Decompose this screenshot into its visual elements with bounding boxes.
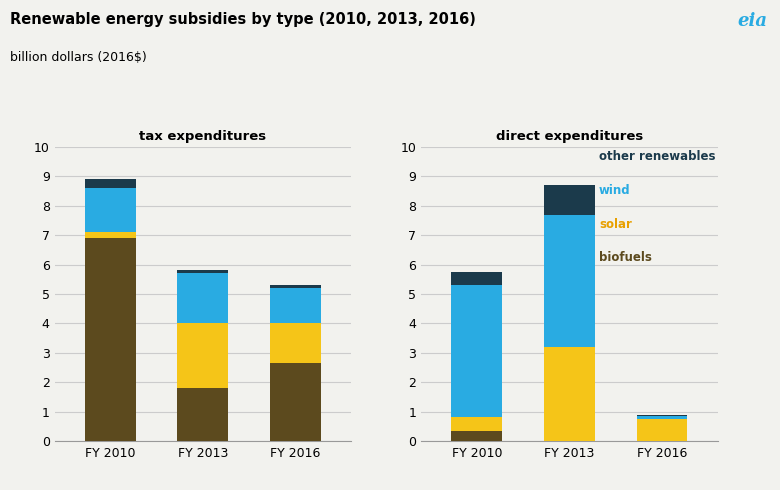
Bar: [177, 270, 229, 273]
Text: billion dollars (2016$): billion dollars (2016$): [10, 51, 147, 65]
Title: tax expenditures: tax expenditures: [140, 130, 266, 143]
Bar: [270, 323, 321, 363]
Title: direct expenditures: direct expenditures: [496, 130, 643, 143]
Bar: [452, 285, 502, 417]
Bar: [636, 419, 687, 441]
Text: other renewables: other renewables: [599, 150, 715, 163]
Bar: [544, 185, 595, 215]
Bar: [636, 416, 687, 419]
Bar: [270, 288, 321, 323]
Text: solar: solar: [599, 218, 632, 231]
Bar: [85, 232, 136, 238]
Text: biofuels: biofuels: [599, 251, 652, 265]
Bar: [452, 431, 502, 441]
Bar: [85, 188, 136, 232]
Bar: [270, 363, 321, 441]
Text: eia: eia: [737, 12, 767, 30]
Bar: [85, 179, 136, 188]
Bar: [452, 272, 502, 285]
Bar: [636, 415, 687, 416]
Bar: [85, 238, 136, 441]
Bar: [177, 323, 229, 388]
Bar: [177, 388, 229, 441]
Bar: [177, 273, 229, 323]
Bar: [544, 215, 595, 347]
Text: Renewable energy subsidies by type (2010, 2013, 2016): Renewable energy subsidies by type (2010…: [10, 12, 476, 27]
Bar: [452, 417, 502, 431]
Bar: [270, 285, 321, 288]
Text: wind: wind: [599, 184, 631, 197]
Bar: [544, 347, 595, 441]
